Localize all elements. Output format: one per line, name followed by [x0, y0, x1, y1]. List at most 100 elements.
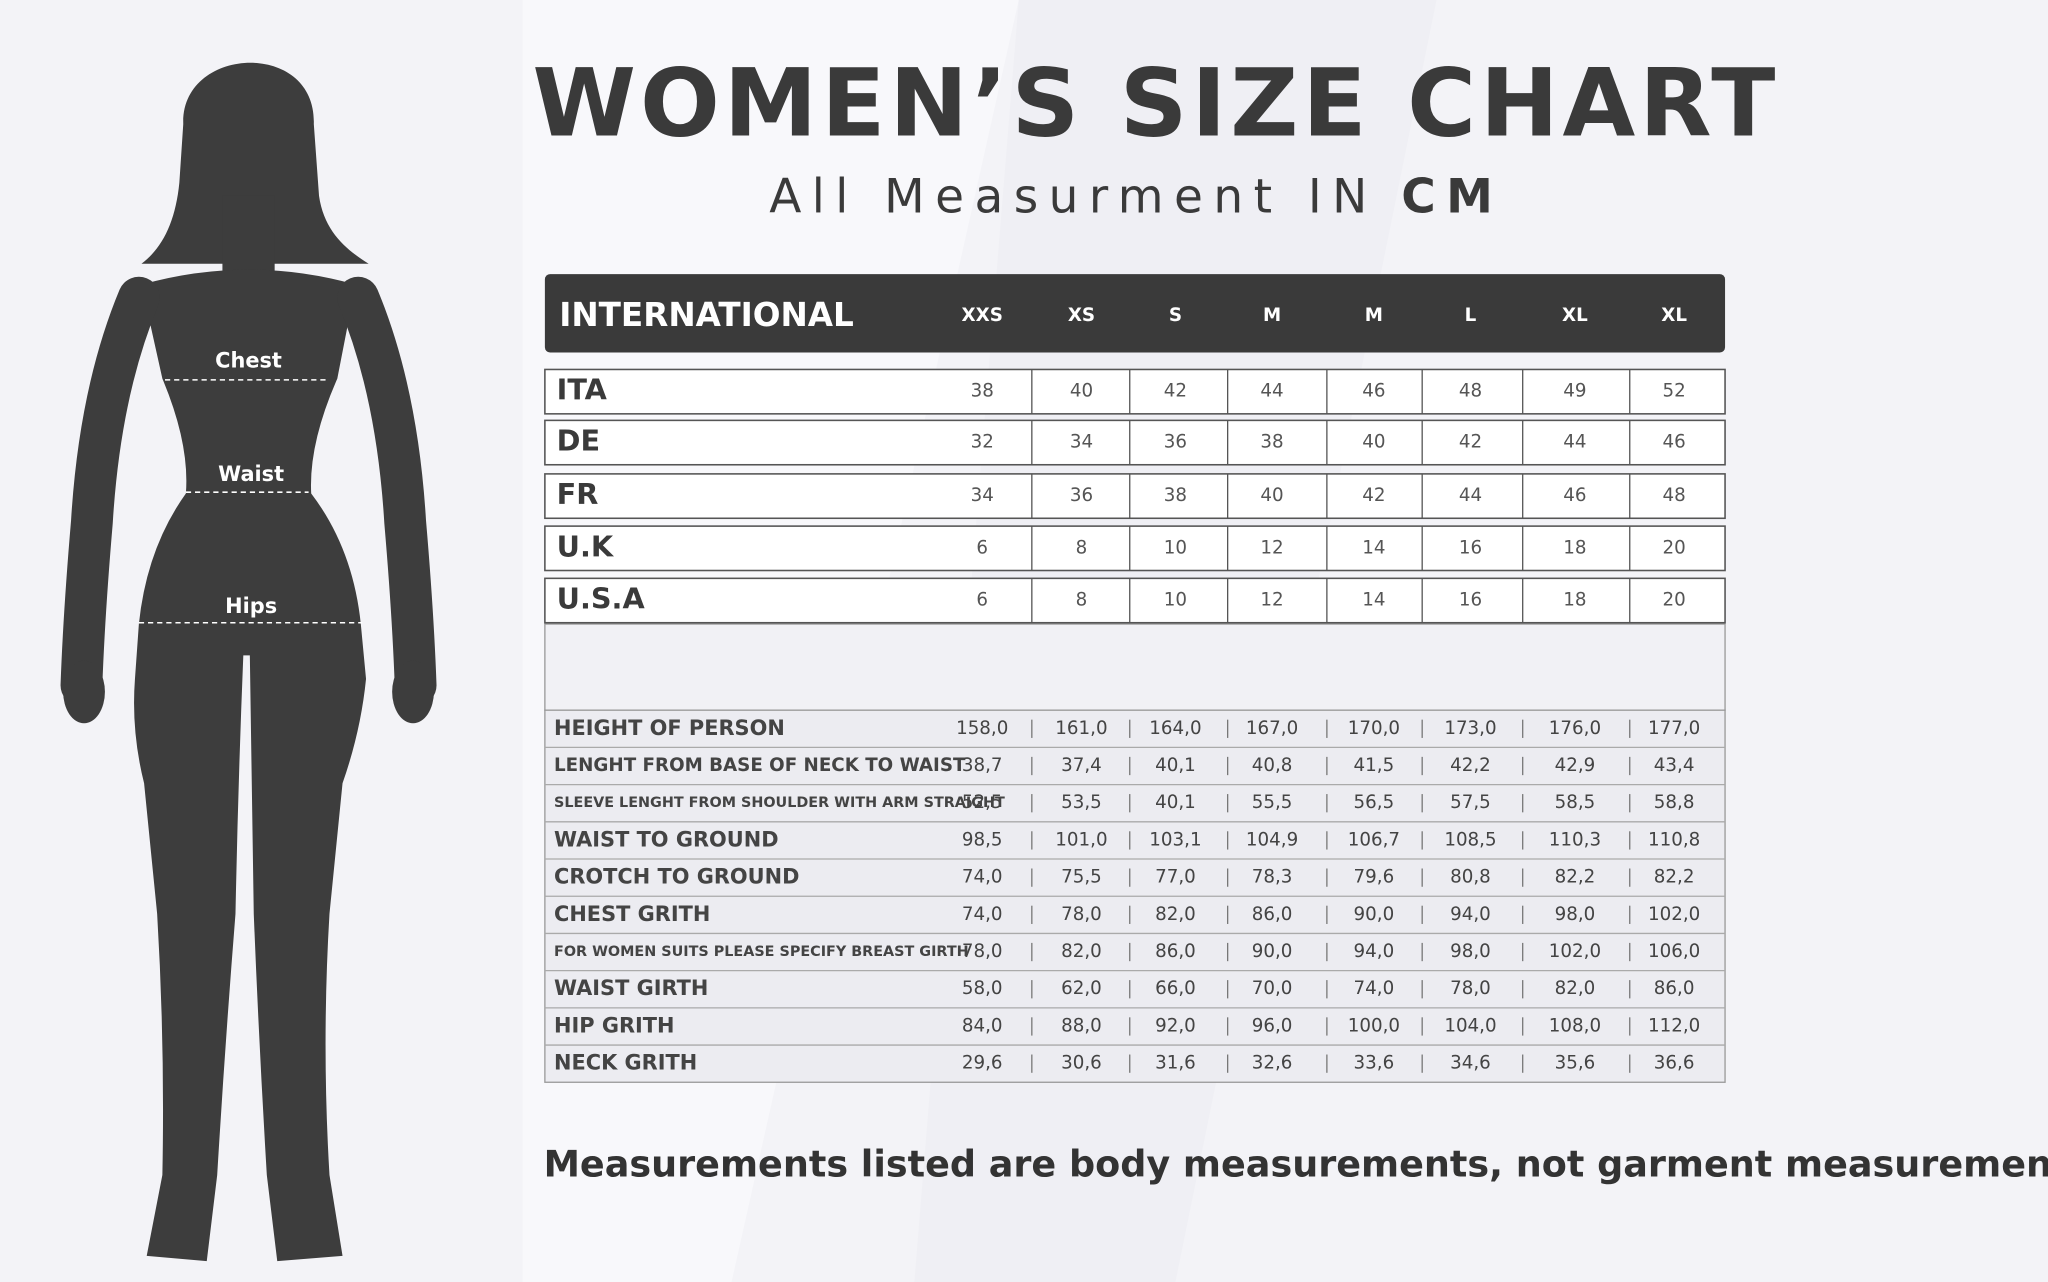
row-label: DE	[557, 424, 600, 458]
measure-cell: 41,5	[1354, 755, 1395, 776]
size-header: XS	[1068, 305, 1095, 326]
measure-label: HIP GRITH	[554, 1013, 675, 1037]
measure-cell: 31,6	[1155, 1053, 1196, 1074]
measure-cell: 32,6	[1252, 1053, 1293, 1074]
measure-cell: 86,0	[1252, 904, 1293, 925]
cell: 52	[1663, 381, 1686, 402]
row-label: U.S.A	[557, 582, 646, 616]
measure-cell: 92,0	[1155, 1015, 1196, 1036]
measure-cell: 82,0	[1061, 941, 1102, 962]
cell: 16	[1459, 537, 1482, 558]
measure-cell: 58,8	[1654, 792, 1695, 813]
row-label: U.K	[557, 529, 615, 563]
measure-cell: 108,5	[1444, 829, 1496, 850]
measure-cell: 80,8	[1450, 867, 1491, 888]
measure-cell: 34,6	[1450, 1053, 1491, 1074]
cell: 32	[971, 432, 994, 453]
measure-cell: 104,9	[1246, 829, 1298, 850]
spacer	[544, 623, 1726, 711]
cell: 40	[1362, 432, 1385, 453]
header-label: INTERNATIONAL	[559, 296, 854, 334]
measure-label: SLEEVE LENGHT FROM SHOULDER WITH ARM STR…	[554, 795, 1005, 811]
measure-cell: 75,5	[1061, 867, 1102, 888]
measure-cell: 161,0	[1055, 718, 1107, 739]
measure-label: HEIGHT OF PERSON	[554, 716, 785, 740]
measure-cell: 102,0	[1549, 941, 1601, 962]
measure-cell: 164,0	[1149, 718, 1201, 739]
measure-cell: 57,5	[1450, 792, 1491, 813]
cell: 46	[1362, 381, 1385, 402]
measure-cell: 52,5	[962, 792, 1003, 813]
cell: 40	[1070, 381, 1093, 402]
measure-cell: 90,0	[1354, 904, 1395, 925]
measure-cell: 90,0	[1252, 941, 1293, 962]
measure-cell: 100,0	[1348, 1015, 1400, 1036]
figure-label: Hips	[225, 594, 277, 618]
subtitle-unit: CM	[1401, 169, 1503, 224]
measure-cell: 42,2	[1450, 755, 1491, 776]
measure-cell: 176,0	[1549, 718, 1601, 739]
measure-cell: 110,8	[1648, 829, 1700, 850]
measure-cell: 33,6	[1354, 1053, 1395, 1074]
size-header: S	[1169, 305, 1182, 326]
measure-cell: 82,0	[1555, 978, 1596, 999]
cell: 34	[971, 485, 994, 506]
measure-cell: 82,2	[1555, 867, 1596, 888]
subtitle-text: All Measurment IN	[769, 169, 1378, 224]
size-header: M	[1263, 305, 1281, 326]
cell: 48	[1663, 485, 1686, 506]
cell: 14	[1362, 537, 1385, 558]
cell: 6	[976, 537, 988, 558]
measure-cell: 102,0	[1648, 904, 1700, 925]
measure-label: WAIST GIRTH	[554, 976, 708, 1000]
measure-cell: 78,0	[1450, 978, 1491, 999]
measure-cell: 35,6	[1555, 1053, 1596, 1074]
measure-cell: 74,0	[1354, 978, 1395, 999]
size-header: L	[1465, 305, 1477, 326]
measure-label: CROTCH TO GROUND	[554, 865, 799, 889]
left-hand	[63, 660, 105, 724]
size-row	[544, 419, 1726, 466]
right-hand	[392, 660, 434, 724]
measure-label: CHEST GRITH	[554, 902, 710, 926]
cell: 8	[1076, 537, 1088, 558]
measure-cell: 40,1	[1155, 755, 1196, 776]
measure-cell: 74,0	[962, 867, 1003, 888]
figure-label: Chest	[215, 349, 282, 373]
measure-cell: 58,5	[1555, 792, 1596, 813]
measure-cell: 42,9	[1555, 755, 1596, 776]
size-row	[544, 368, 1726, 415]
cell: 46	[1563, 485, 1586, 506]
measure-label: WAIST TO GROUND	[554, 827, 779, 851]
cell: 20	[1663, 590, 1686, 611]
measure-cell: 106,0	[1648, 941, 1700, 962]
measure-cell: 106,7	[1348, 829, 1400, 850]
size-row	[544, 525, 1726, 572]
body	[134, 269, 367, 1262]
cell: 44	[1563, 432, 1586, 453]
measure-cell: 53,5	[1061, 792, 1102, 813]
cell: 6	[976, 590, 988, 611]
cell: 8	[1076, 590, 1088, 611]
measure-label: NECK GRITH	[554, 1051, 697, 1075]
measure-cell: 82,2	[1654, 867, 1695, 888]
measure-cell: 101,0	[1055, 829, 1107, 850]
cell: 44	[1459, 485, 1482, 506]
measure-cell: 103,1	[1149, 829, 1201, 850]
measure-cell: 108,0	[1549, 1015, 1601, 1036]
cell: 20	[1663, 537, 1686, 558]
measure-cell: 40,1	[1155, 792, 1196, 813]
measure-cell: 30,6	[1061, 1053, 1102, 1074]
measure-cell: 78,3	[1252, 867, 1293, 888]
cell: 38	[1164, 485, 1187, 506]
silhouette	[134, 62, 369, 1262]
note: Measurements listed are body measurement…	[544, 1142, 2048, 1185]
measure-cell: 104,0	[1444, 1015, 1496, 1036]
measure-cell: 29,6	[962, 1053, 1003, 1074]
measure-cell: 62,0	[1061, 978, 1102, 999]
measure-cell: 38,7	[962, 755, 1003, 776]
row-label: FR	[557, 477, 599, 511]
size-row	[544, 577, 1726, 624]
